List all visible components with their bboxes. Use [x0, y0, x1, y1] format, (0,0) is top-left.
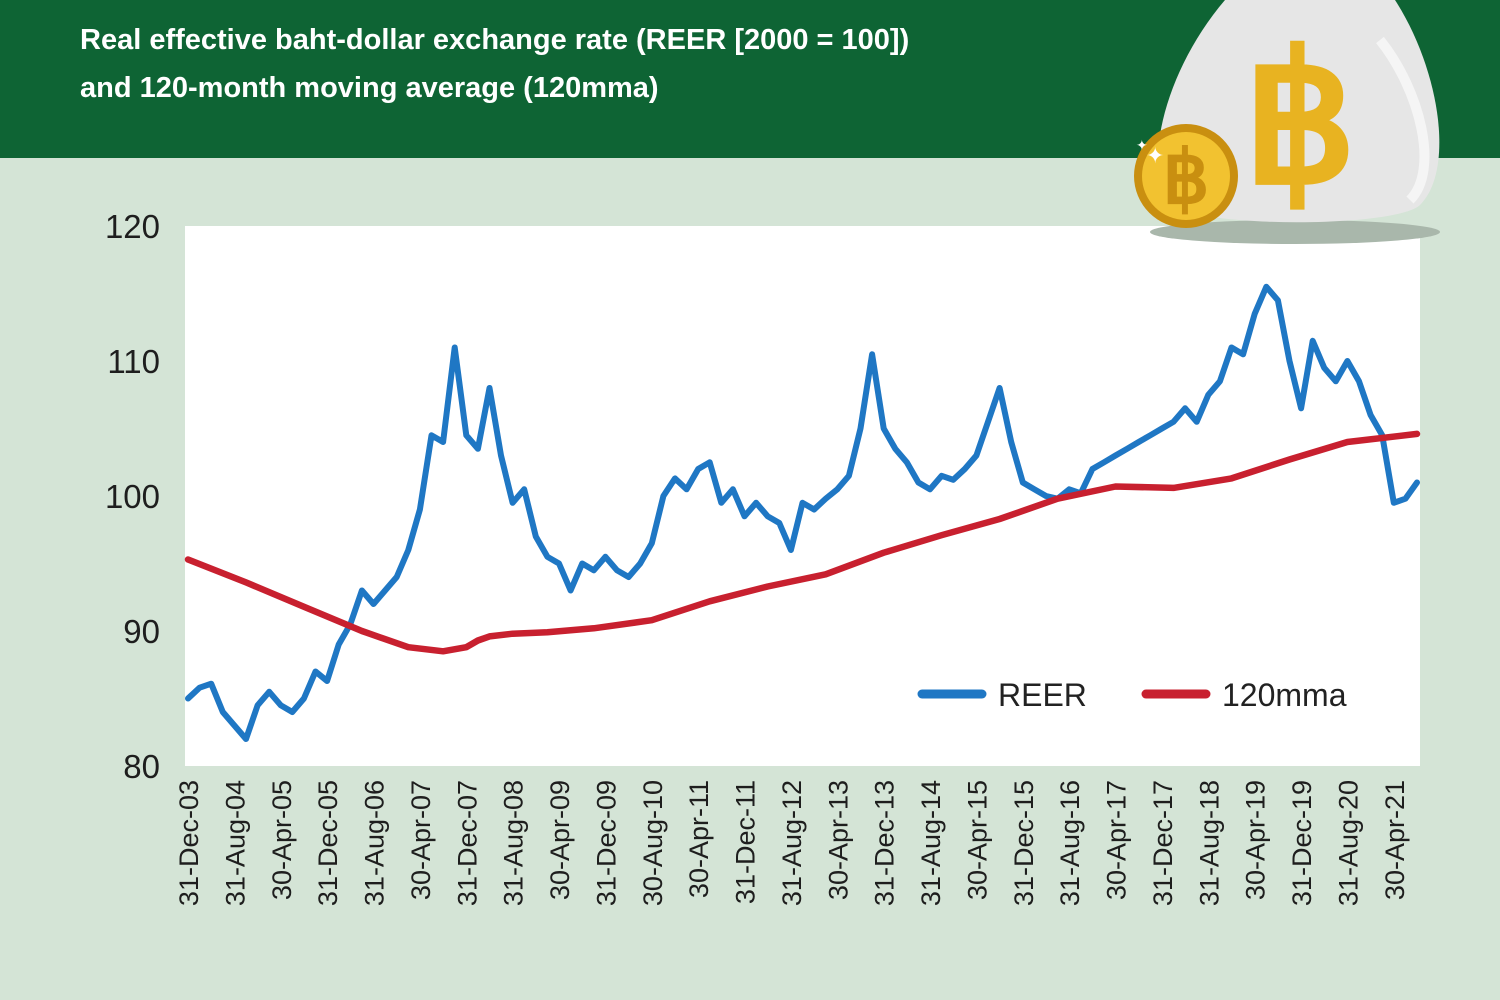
x-tick-label: 30-Apr-21	[1380, 780, 1410, 900]
y-axis-ticks: 80 90 100 110 120	[105, 208, 160, 785]
svg-text:฿: ฿	[1162, 136, 1209, 219]
x-tick-label: 31-Aug-16	[1055, 780, 1085, 906]
x-tick-label: 30-Apr-05	[267, 780, 297, 900]
x-tick-label: 31-Dec-05	[313, 780, 343, 906]
svg-text:฿: ฿	[1243, 20, 1358, 221]
x-tick-label: 31-Aug-06	[360, 780, 390, 906]
x-tick-label: 30-Apr-15	[962, 780, 992, 900]
x-axis-ticks: 31-Dec-03 31-Aug-04 30-Apr-05 31-Dec-05 31-A…	[174, 780, 1410, 906]
legend-mma-label: 120mma	[1222, 677, 1347, 713]
y-tick-label: 90	[123, 613, 160, 650]
x-tick-label: 30-Apr-07	[406, 780, 436, 900]
x-tick-label: 30-Apr-13	[823, 780, 853, 900]
series-line-120mma	[184, 430, 1421, 655]
x-tick-label: 30-Apr-17	[1102, 780, 1132, 900]
x-tick-label: 31-Dec-17	[1148, 780, 1178, 906]
x-tick-label: 31-Aug-14	[916, 780, 946, 906]
x-tick-label: 31-Dec-19	[1287, 780, 1317, 906]
x-tick-label: 31-Dec-07	[452, 780, 482, 906]
x-tick-label: 31-Dec-15	[1009, 780, 1039, 906]
chart-title-line-1: Real effective baht-dollar exchange rate…	[80, 24, 910, 56]
x-tick-label: 31-Dec-03	[174, 780, 204, 906]
series-layer	[184, 283, 1421, 742]
y-tick-label: 120	[105, 208, 160, 245]
legend: REER 120mma	[917, 677, 1347, 713]
x-tick-label: 30-Apr-11	[684, 780, 714, 898]
x-tick-label: 31-Aug-12	[777, 780, 807, 906]
legend-reer-label: REER	[998, 677, 1087, 713]
x-tick-label: 30-Apr-09	[545, 780, 575, 900]
series-line-reer	[185, 283, 1420, 742]
x-tick-label: 31-Dec-13	[870, 780, 900, 906]
y-tick-label: 80	[123, 748, 160, 785]
chart-title-line-2: and 120-month moving average (120mma)	[80, 72, 659, 104]
x-tick-label: 31-Aug-20	[1333, 780, 1363, 906]
x-tick-label: 31-Dec-09	[591, 780, 621, 906]
bitcoin-coin-icon: ฿ ✦ ✦	[1134, 124, 1238, 228]
svg-text:✦: ✦	[1146, 144, 1164, 169]
x-tick-label: 30-Aug-10	[638, 780, 668, 906]
x-tick-label: 31-Aug-08	[499, 780, 529, 906]
x-tick-label: 31-Aug-04	[220, 780, 250, 906]
y-tick-label: 110	[107, 343, 160, 380]
y-tick-label: 100	[105, 478, 160, 515]
x-tick-label: 31-Dec-11	[731, 780, 761, 904]
x-tick-label: 30-Apr-19	[1241, 780, 1271, 900]
x-tick-label: 31-Aug-18	[1194, 780, 1224, 906]
svg-text:✦: ✦	[1136, 138, 1148, 154]
plot-area	[185, 226, 1420, 766]
